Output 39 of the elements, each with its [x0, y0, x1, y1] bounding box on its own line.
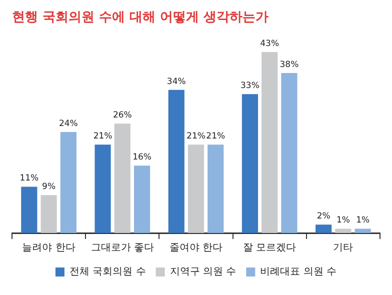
bar	[168, 90, 184, 233]
x-tick-label: 늘려야 한다	[22, 242, 76, 254]
bar	[40, 195, 57, 233]
legend-label: 지역구 의원 수	[170, 266, 236, 278]
bar	[281, 73, 298, 233]
bar	[21, 186, 38, 233]
data-label: 34%	[166, 76, 186, 87]
data-label: 21%	[206, 132, 226, 142]
bar	[114, 124, 130, 233]
data-label: 11%	[20, 174, 39, 184]
data-label: 21%	[186, 132, 206, 142]
x-tick-label: 기타	[333, 242, 354, 254]
x-tick-label: 그대로가 좋다	[90, 242, 154, 254]
bar	[94, 144, 111, 233]
data-label: 1%	[336, 216, 350, 226]
data-label: 1%	[356, 216, 370, 226]
bar	[134, 166, 150, 233]
bar	[188, 144, 204, 233]
legend-label: 전체 국회의원 수	[69, 266, 146, 278]
bar	[242, 94, 258, 233]
bar	[316, 224, 332, 233]
data-label: 38%	[280, 60, 299, 70]
bar	[262, 52, 278, 233]
bar	[208, 144, 224, 233]
data-label: 9%	[42, 182, 56, 192]
bar	[354, 228, 371, 233]
data-label: 21%	[93, 132, 112, 142]
data-label: 26%	[112, 110, 132, 121]
data-label: 43%	[260, 38, 280, 49]
bar	[335, 228, 352, 233]
chart-title: 현행 국회의원 수에 대해 어떻게 생각하는가	[12, 10, 269, 26]
x-tick-label: 잘 모르겠다	[243, 242, 296, 254]
data-label: 2%	[316, 212, 330, 222]
legend-label: 비례대표 의원 수	[260, 266, 337, 278]
x-tick-label: 줄여야 한다	[169, 242, 223, 254]
data-label: 33%	[240, 81, 260, 92]
bar	[60, 132, 76, 233]
data-label: 24%	[58, 118, 78, 129]
data-label: 16%	[132, 152, 152, 163]
